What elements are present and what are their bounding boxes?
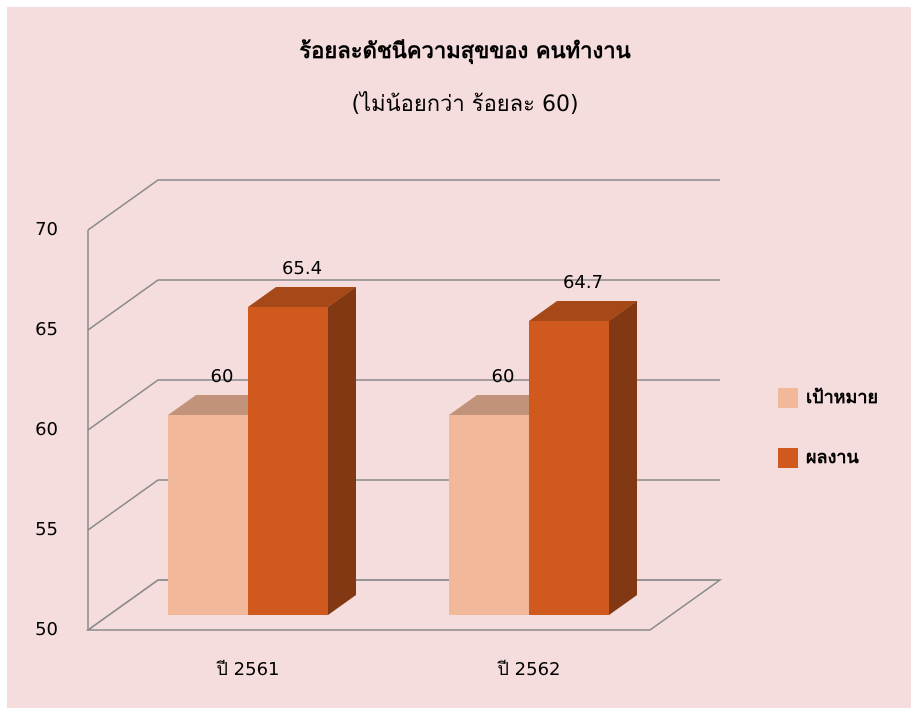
x-tick-label: ปี 2562	[497, 659, 560, 680]
chart-subtitle: (ไม่น้อยกว่า ร้อยละ 60)	[351, 91, 578, 117]
y-tick-label: 55	[35, 519, 58, 540]
bar	[168, 415, 248, 615]
bar-side	[609, 301, 637, 615]
bar-side	[328, 287, 356, 615]
bar	[529, 321, 609, 615]
bar-top	[248, 287, 356, 307]
grid-line	[87, 279, 720, 331]
bar	[248, 307, 328, 615]
data-label: 60	[492, 366, 515, 387]
y-tick-label: 50	[35, 619, 58, 640]
legend-label: ผลงาน	[806, 447, 859, 468]
y-tick-label: 65	[35, 319, 58, 340]
y-tick-label: 60	[35, 419, 58, 440]
y-tick-label: 70	[35, 219, 58, 240]
legend-swatch	[778, 448, 798, 468]
chart-title: ร้อยละดัชนีความสุขของ คนทำงาน	[299, 39, 630, 65]
data-label: 65.4	[282, 258, 322, 279]
legend-label: เป้าหมาย	[806, 387, 878, 408]
data-label: 64.7	[563, 272, 603, 293]
data-label: 60	[211, 366, 234, 387]
bar	[449, 415, 529, 615]
bar-top	[529, 301, 637, 321]
grid-line	[87, 179, 720, 231]
x-tick-label: ปี 2561	[216, 659, 279, 680]
legend-swatch	[778, 388, 798, 408]
